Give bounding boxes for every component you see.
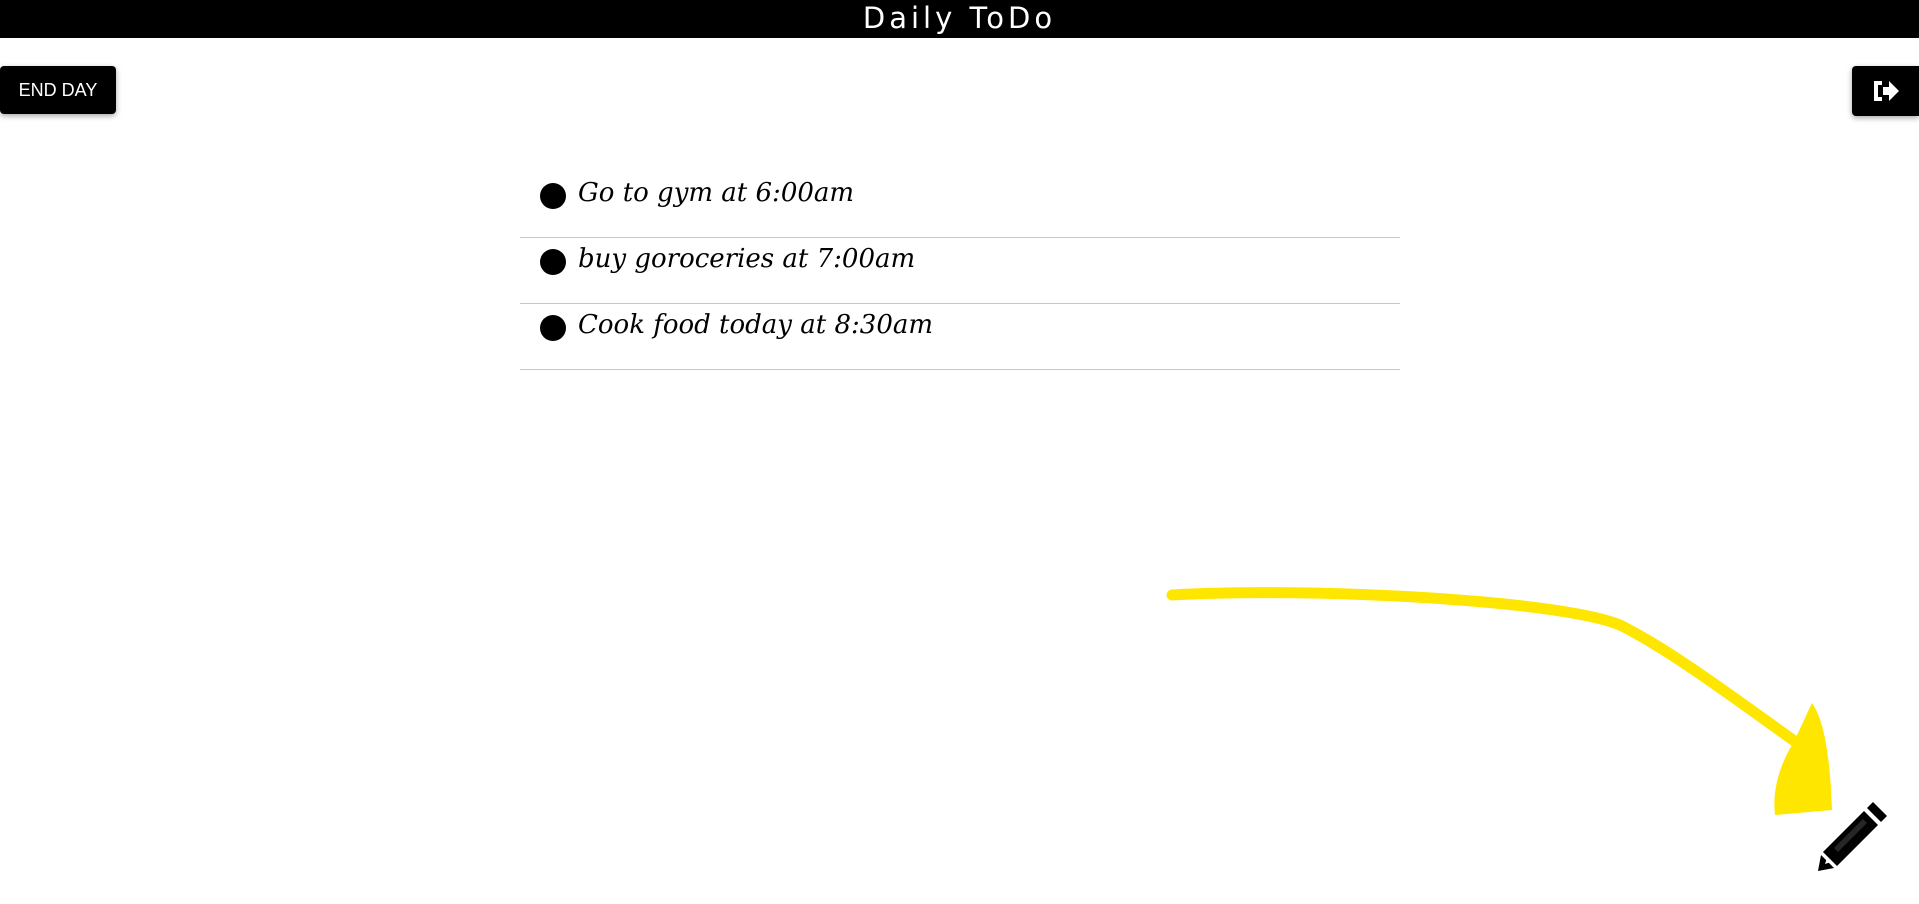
bullet-icon [540,249,566,275]
edit-button[interactable] [1816,797,1892,873]
arrow-annotation [1166,587,1832,815]
bullet-icon [540,183,566,209]
app-title: Daily ToDo [862,1,1057,35]
todo-list: Go to gym at 6:00am buy goroceries at 7:… [520,172,1400,370]
sign-out-icon [1873,81,1899,101]
todo-item[interactable]: Cook food today at 8:30am [520,304,1400,370]
logout-button[interactable] [1852,66,1919,116]
todo-text: buy goroceries at 7:00am [578,244,916,274]
todo-item[interactable]: Go to gym at 6:00am [520,172,1400,238]
todo-text: Cook food today at 8:30am [578,310,934,340]
app-header: Daily ToDo [0,0,1919,38]
end-day-button[interactable]: END DAY [0,66,116,114]
todo-text: Go to gym at 6:00am [578,178,855,208]
pencil-icon [1818,802,1887,871]
bullet-icon [540,315,566,341]
todo-item[interactable]: buy goroceries at 7:00am [520,238,1400,304]
